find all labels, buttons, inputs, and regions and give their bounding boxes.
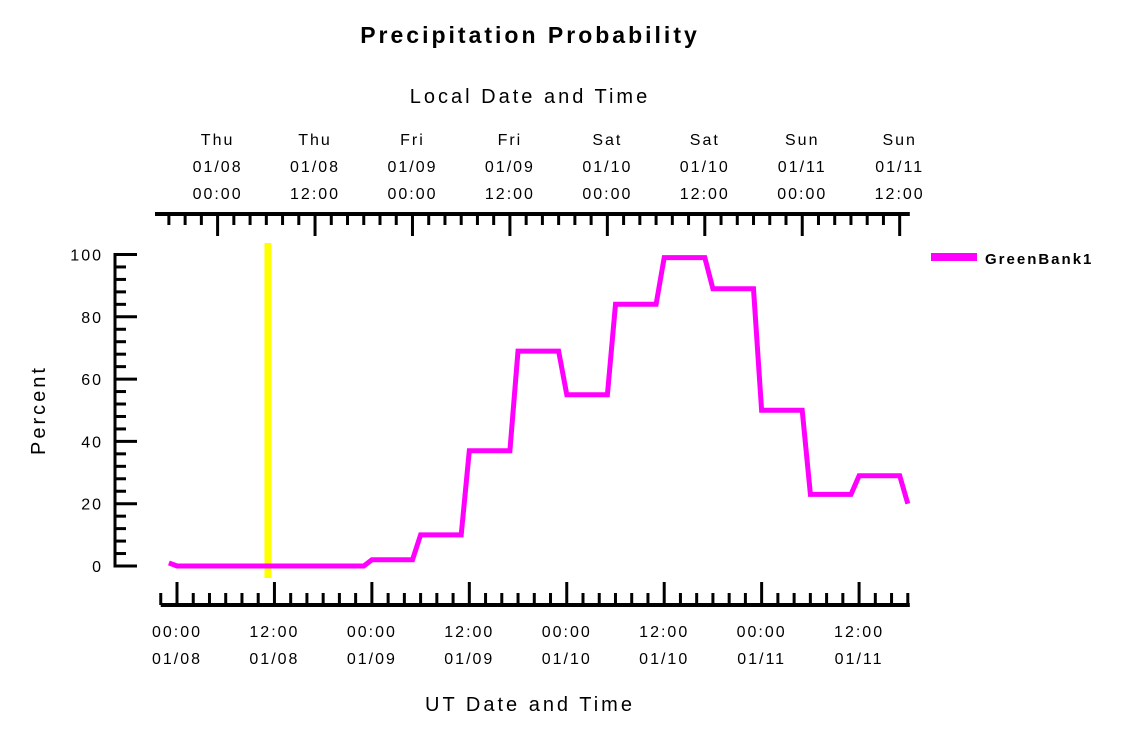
legend[interactable]: GreenBank1 <box>931 251 1093 268</box>
series-line-greenbank1 <box>169 258 908 566</box>
x-tick-label-time: 00:00 <box>542 624 592 641</box>
top-tick-label-date: 01/10 <box>582 159 632 176</box>
top-tick-label-day: Sun <box>882 132 916 149</box>
top-tick-label-day: Thu <box>298 132 332 149</box>
y-tick-label: 60 <box>81 372 103 389</box>
top-tick-label-day: Sun <box>785 132 819 149</box>
top-tick-label-date: 01/08 <box>193 159 243 176</box>
x-tick-label-date: 01/09 <box>444 651 494 668</box>
top-tick-label-date: 01/09 <box>485 159 535 176</box>
top-tick-label-time: 12:00 <box>485 186 535 203</box>
x-tick-label-date: 01/08 <box>152 651 202 668</box>
plot-area <box>169 243 908 578</box>
x-tick-label-date: 01/09 <box>347 651 397 668</box>
top-tick-label-time: 12:00 <box>875 186 925 203</box>
x-tick-label-time: 12:00 <box>834 624 884 641</box>
y-tick-label: 0 <box>92 559 103 576</box>
x-tick-label-date: 01/08 <box>249 651 299 668</box>
top-tick-label-day: Thu <box>201 132 235 149</box>
top-tick-label-time: 00:00 <box>193 186 243 203</box>
y-tick-label: 80 <box>81 310 103 327</box>
top-tick-label-time: 12:00 <box>680 186 730 203</box>
top-tick-label-date: 01/11 <box>875 159 924 176</box>
x-tick-label-time: 12:00 <box>249 624 299 641</box>
x-tick-label-time: 12:00 <box>639 624 689 641</box>
top-tick-label-date: 01/10 <box>680 159 730 176</box>
top-axis-title: Local Date and Time <box>410 86 650 108</box>
x-tick-label-date: 01/11 <box>835 651 884 668</box>
top-tick-label-time: 00:00 <box>387 186 437 203</box>
top-tick-label-day: Fri <box>498 132 523 149</box>
x-tick-label-time: 00:00 <box>152 624 202 641</box>
top-tick-label-date: 01/08 <box>290 159 340 176</box>
y-axis-title: Percent <box>28 365 50 455</box>
top-tick-label-time: 12:00 <box>290 186 340 203</box>
top-tick-label-date: 01/09 <box>387 159 437 176</box>
x-tick-label-time: 00:00 <box>737 624 787 641</box>
top-tick-label-day: Sat <box>592 132 622 149</box>
top-tick-label-day: Sat <box>690 132 720 149</box>
chart-title: Precipitation Probability <box>360 22 700 48</box>
legend-swatch-greenbank1 <box>931 253 977 261</box>
x-tick-label-date: 01/11 <box>737 651 786 668</box>
top-tick-label-date: 01/11 <box>778 159 827 176</box>
x-tick-label-time: 12:00 <box>444 624 494 641</box>
legend-label-greenbank1: GreenBank1 <box>985 251 1093 268</box>
y-tick-label: 100 <box>70 248 103 265</box>
top-tick-label-time: 00:00 <box>777 186 827 203</box>
y-tick-label: 20 <box>81 497 103 514</box>
x-tick-label-date: 01/10 <box>639 651 689 668</box>
top-tick-label-time: 00:00 <box>582 186 632 203</box>
top-tick-label-day: Fri <box>400 132 425 149</box>
x-axis-title: UT Date and Time <box>425 694 635 716</box>
x-tick-label-date: 01/10 <box>542 651 592 668</box>
x-tick-label-time: 00:00 <box>347 624 397 641</box>
y-tick-label: 40 <box>81 434 103 451</box>
